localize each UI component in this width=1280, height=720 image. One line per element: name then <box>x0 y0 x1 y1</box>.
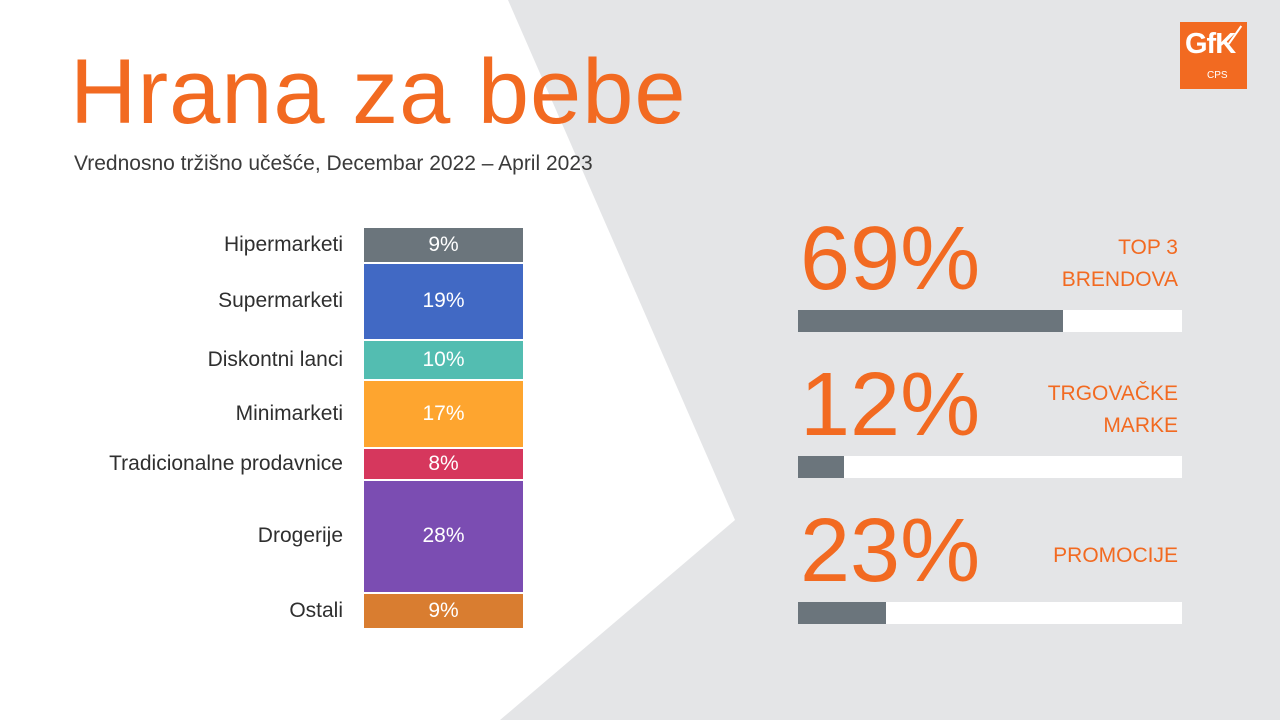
kpi-label: PROMOCIJE <box>1018 540 1178 572</box>
kpi-progress-fill <box>798 456 845 478</box>
bar-segment: 9% Ostali <box>289 593 523 630</box>
bar-segment: 28% Drogerije <box>258 481 523 594</box>
kpi-label-line: BRENDOVA <box>1061 267 1178 291</box>
kpi-progress-track <box>798 456 1182 478</box>
kpi-value: 23% <box>800 501 981 601</box>
bar-segment: 8% Tradicionalne prodavnice <box>109 449 523 482</box>
bar-value-label: 19% <box>422 289 465 313</box>
kpi-label-line: TRGOVAČKE <box>1047 382 1178 405</box>
bar-segment: 17% Minimarketi <box>236 380 523 450</box>
page-title: Hrana za bebe <box>70 41 687 143</box>
logo-subtext: CPS <box>1207 70 1228 81</box>
category-label: Minimarketi <box>235 401 343 425</box>
kpi-progress-fill <box>798 602 887 624</box>
kpi-label: TOP 3 BRENDOVA <box>1018 232 1178 295</box>
category-label: Supermarketi <box>218 289 343 313</box>
bar-segment: 19% Supermarketi <box>218 264 523 341</box>
kpi-block: 12% TRGOVAČKE MARKE <box>798 360 1182 484</box>
bar-value-label: 10% <box>422 347 465 371</box>
category-label: Diskontni lanci <box>207 347 343 371</box>
bar-segment: 10% Diskontni lanci <box>208 340 523 381</box>
kpi-label: TRGOVAČKE MARKE <box>1018 378 1178 441</box>
kpi-label-line: MARKE <box>1103 413 1178 437</box>
kpi-label-line: PROMOCIJE <box>1053 544 1178 567</box>
bar-segment: 9% Hipermarketi <box>224 228 523 265</box>
bar-value-label: 9% <box>428 598 459 622</box>
kpi-block: 69% TOP 3 BRENDOVA <box>798 214 1182 338</box>
kpi-progress-track <box>798 602 1182 624</box>
stacked-bar-chart: 9% Hipermarketi 19% Supermarketi 10% Diskontn… <box>109 228 523 630</box>
kpi-value: 12% <box>800 355 981 455</box>
bar-value-label: 28% <box>422 524 465 548</box>
category-label: Tradicionalne prodavnice <box>109 452 343 476</box>
bar-value-label: 8% <box>428 452 459 476</box>
gfk-logo: GfK CPS <box>1180 22 1247 89</box>
bar-value-label: 9% <box>428 233 459 257</box>
kpi-progress-track <box>798 310 1182 332</box>
kpi-label-line: TOP 3 <box>1118 236 1178 259</box>
kpi-block: 23% PROMOCIJE <box>798 506 1182 630</box>
kpi-progress-fill <box>798 310 1063 332</box>
page-subtitle: Vrednosno tržišno učešće, Decembar 2022 … <box>74 152 593 175</box>
category-label: Drogerije <box>257 524 343 548</box>
bar-value-label: 17% <box>422 401 465 425</box>
category-label: Ostali <box>289 598 343 622</box>
category-label: Hipermarketi <box>223 233 343 257</box>
logo-wordmark: GfK <box>1185 28 1236 60</box>
kpi-value: 69% <box>800 209 981 309</box>
